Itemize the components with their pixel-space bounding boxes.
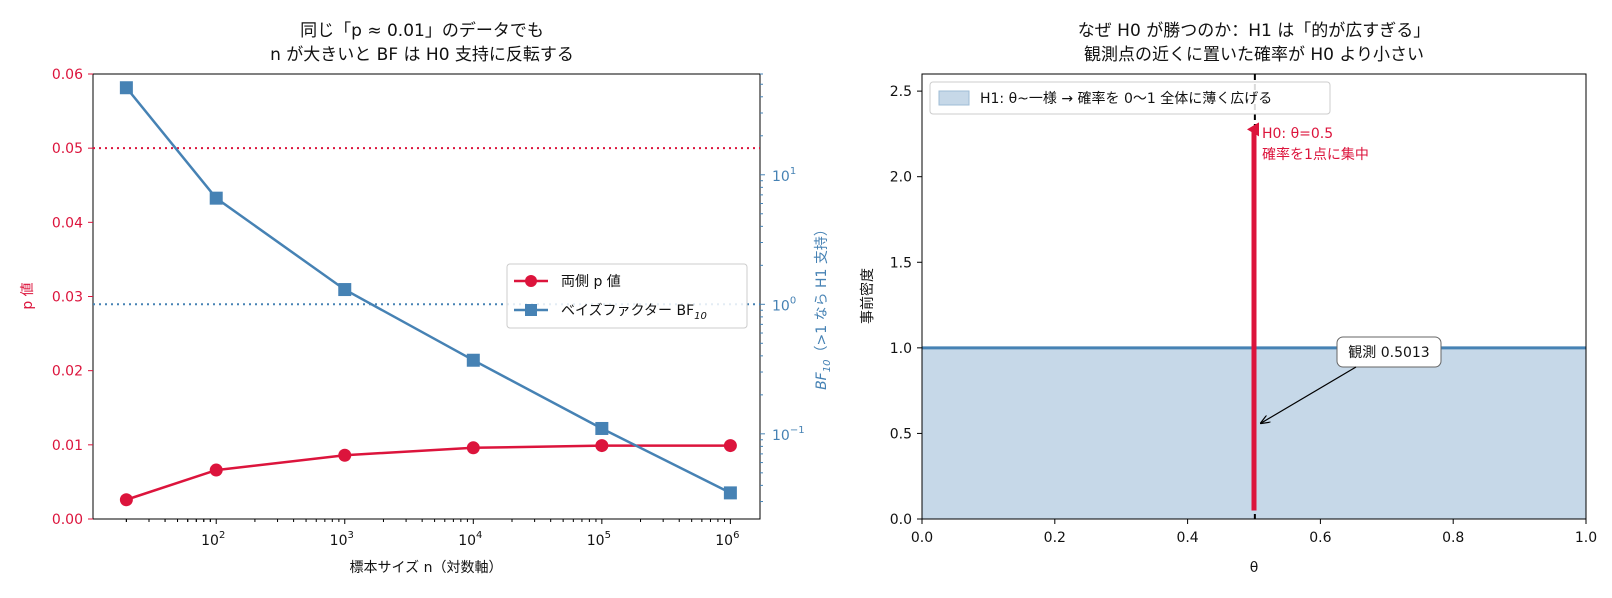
left-y-tick-label-6: 0.06 bbox=[52, 67, 83, 83]
series-line-0 bbox=[126, 444, 731, 501]
x-tick-label-0: 102 bbox=[201, 530, 225, 549]
p-value-point bbox=[466, 441, 480, 455]
right-y-tick-label-4: 2.0 bbox=[890, 170, 912, 186]
right-y-tick-label-0-exp: −1 bbox=[790, 425, 805, 436]
left-legend: 両側 p 値 ベイズファクター BF10 bbox=[506, 263, 748, 329]
bf-point bbox=[209, 191, 223, 205]
legend-p-label: 両側 p 値 bbox=[561, 274, 621, 290]
right-plot-content bbox=[922, 74, 1586, 519]
x-tick-label-3: 105 bbox=[587, 530, 611, 549]
x-tick-label-0-base: 10 bbox=[201, 533, 219, 549]
legend-bf-sub: 10 bbox=[694, 311, 707, 322]
left-y-tick-label-5: 0.05 bbox=[52, 141, 83, 157]
right-panel-y-axis-label: 事前密度 bbox=[859, 268, 876, 324]
x-tick-label-4-exp: 6 bbox=[733, 530, 739, 541]
legend-p-marker bbox=[525, 275, 537, 287]
bf-point bbox=[723, 486, 737, 500]
left-series bbox=[119, 81, 737, 507]
right-y-label-sub: 10 bbox=[822, 360, 833, 373]
x-tick-label-1-exp: 3 bbox=[347, 530, 353, 541]
right-y-tick-label-3: 1.5 bbox=[890, 255, 912, 271]
left-y-tick-label-4: 0.04 bbox=[52, 215, 83, 231]
x-tick-label-4: 106 bbox=[715, 530, 739, 549]
left-y-tick-label-0: 0.00 bbox=[52, 512, 83, 528]
right-x-axis-label: θ bbox=[1250, 560, 1259, 576]
left-title-line-2: n が大きいと BF は H0 支持に反転する bbox=[270, 45, 574, 65]
observed-arrow bbox=[1261, 366, 1357, 423]
right-y-axis-label: BF10（>1 なら H1 支持） bbox=[814, 222, 833, 390]
right-title-line-1: なぜ H0 が勝つのか：H1 は「的が広すぎる」 bbox=[1078, 21, 1430, 41]
right-y-label-base: BF bbox=[814, 371, 830, 390]
x-tick-label-2-exp: 4 bbox=[476, 530, 482, 541]
right-y-tick-label-2: 101 bbox=[772, 166, 796, 185]
right-chart: なぜ H0 が勝つのか：H1 は「的が広すぎる」 観測点の近くに置いた確率が H… bbox=[859, 21, 1597, 576]
left-x-axis-label: 標本サイズ n（対数軸） bbox=[350, 560, 503, 576]
bf-point bbox=[595, 421, 609, 435]
left-chart: 同じ「p ≈ 0.01」のデータでも n が大きいと BF は H0 支持に反転… bbox=[20, 20, 833, 576]
observed-label: 観測 0.5013 bbox=[1348, 344, 1429, 361]
left-y-ticks: 0.00 0.01 0.02 0.03 0.04 0.05 0.06 bbox=[52, 67, 93, 528]
right-x-tick-label-5: 1.0 bbox=[1575, 530, 1597, 546]
x-tick-label-3-exp: 5 bbox=[605, 530, 611, 541]
p-value-point bbox=[723, 439, 737, 453]
legend-bf-name: ベイズファクター BF bbox=[561, 303, 694, 319]
right-y-tick-label-2-base: 10 bbox=[772, 169, 790, 185]
right-legend-label: H1: θ~一様 → 確率を 0〜1 全体に薄く広げる bbox=[980, 90, 1272, 107]
right-x-tick-label-0: 0.0 bbox=[911, 530, 933, 546]
left-y-tick-label-2: 0.02 bbox=[52, 364, 83, 380]
p-value-point bbox=[209, 463, 223, 477]
series-line-1 bbox=[125, 86, 731, 495]
observed-annotation: 観測 0.5013 bbox=[1261, 336, 1442, 423]
spike-label-line-2: 確率を1点に集中 bbox=[1262, 146, 1369, 163]
right-x-tick-label-3: 0.6 bbox=[1309, 530, 1331, 546]
right-y-tick-label-5: 2.5 bbox=[890, 84, 912, 100]
right-plot-frame bbox=[921, 73, 1587, 520]
x-tick-label-3-base: 10 bbox=[587, 533, 605, 549]
left-y-tick-label-1: 0.01 bbox=[52, 438, 83, 454]
right-y-tick-label-1-base: 10 bbox=[772, 298, 790, 314]
right-x-tick-label-2: 0.4 bbox=[1176, 530, 1198, 546]
left-y-axis-label: p 値 bbox=[20, 282, 36, 309]
right-y-tick-label-2-exp: 1 bbox=[790, 166, 796, 177]
right-y-tick-label-1: 0.5 bbox=[890, 426, 912, 442]
right-x-tick-label-4: 0.8 bbox=[1442, 530, 1464, 546]
legend-bf-marker bbox=[525, 304, 537, 316]
right-legend-swatch bbox=[938, 90, 970, 106]
right-x-ticks: 0.0 0.2 0.4 0.6 0.8 1.0 bbox=[911, 519, 1597, 546]
left-y-tick-label-3: 0.03 bbox=[52, 290, 83, 306]
x-tick-label-2-base: 10 bbox=[458, 533, 476, 549]
right-x-tick-label-1: 0.2 bbox=[1044, 530, 1066, 546]
x-tick-label-0-exp: 2 bbox=[219, 530, 225, 541]
right-y-label-rest: （>1 なら H1 支持） bbox=[814, 222, 830, 359]
left-x-ticks: 102 103 104 105 106 bbox=[125, 519, 739, 549]
legend-bf-label: ベイズファクター BF10 bbox=[561, 303, 707, 322]
p-value-point bbox=[119, 493, 133, 507]
x-tick-label-1-base: 10 bbox=[330, 533, 348, 549]
right-y-tick-label-0: 0.0 bbox=[890, 512, 912, 528]
x-tick-label-2: 104 bbox=[458, 530, 482, 549]
right-y-tick-label-0: 10−1 bbox=[772, 425, 805, 444]
observed-box bbox=[1336, 336, 1442, 368]
right-y-tick-label-1: 100 bbox=[772, 295, 796, 314]
right-legend: H1: θ~一様 → 確率を 0〜1 全体に薄く広げる bbox=[929, 81, 1331, 115]
bf-point bbox=[338, 283, 352, 297]
right-y-tick-label-2: 1.0 bbox=[890, 341, 912, 357]
x-tick-label-4-base: 10 bbox=[715, 533, 733, 549]
spike-label-line-1: H0: θ=0.5 bbox=[1262, 126, 1333, 142]
x-tick-label-1: 103 bbox=[330, 530, 354, 549]
right-legend-box bbox=[929, 81, 1331, 115]
bf-point bbox=[466, 353, 480, 367]
p-value-point bbox=[338, 448, 352, 462]
p-value-point bbox=[595, 439, 609, 453]
right-title-line-2: 観測点の近くに置いた確率が H0 より小さい bbox=[1084, 45, 1424, 65]
right-y-ticks: 0.0 0.5 1.0 1.5 2.0 2.5 bbox=[890, 84, 922, 528]
right-y-tick-label-0-base: 10 bbox=[772, 428, 790, 444]
bf-point bbox=[119, 81, 133, 95]
left-title-line-1: 同じ「p ≈ 0.01」のデータでも bbox=[300, 20, 544, 41]
right-y-tick-label-1-exp: 0 bbox=[790, 295, 796, 306]
left-legend-box bbox=[506, 263, 748, 329]
